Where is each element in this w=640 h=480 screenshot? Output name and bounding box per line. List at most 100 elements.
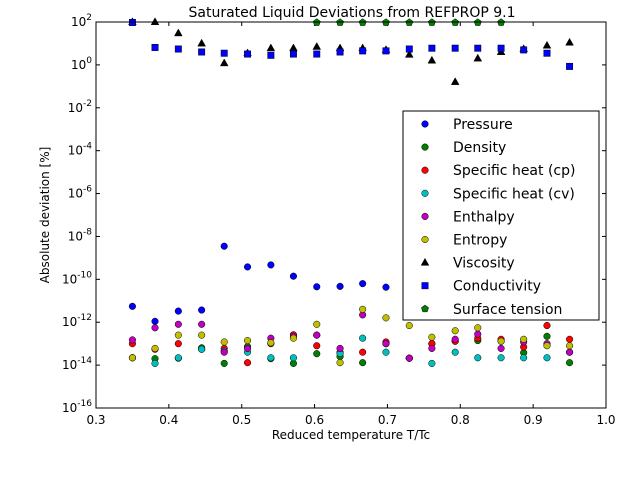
point-viscosity xyxy=(450,77,460,85)
point-viscosity xyxy=(473,53,483,62)
point-entropy xyxy=(474,324,482,332)
point-enthalpy xyxy=(451,335,459,343)
point-conductivity xyxy=(451,44,459,52)
y-tick-base: 10 xyxy=(71,58,86,72)
point-specific-heat-cv xyxy=(359,334,367,342)
point-pressure xyxy=(289,272,297,280)
point-conductivity xyxy=(405,45,413,53)
legend-label: Viscosity xyxy=(453,256,515,272)
chart-title: Saturated Liquid Deviations from REFPROP… xyxy=(189,5,516,21)
point-specific-heat-cp xyxy=(566,335,574,343)
point-conductivity xyxy=(382,47,390,55)
point-entropy xyxy=(151,344,159,352)
point-density xyxy=(220,359,228,367)
legend-marker xyxy=(421,143,429,151)
point-viscosity xyxy=(266,43,276,52)
series-pressure xyxy=(128,242,390,325)
legend-label: Entropy xyxy=(453,233,507,249)
point-enthalpy xyxy=(336,344,344,352)
legend-marker xyxy=(421,212,429,220)
point-pressure xyxy=(243,263,252,271)
point-specific-heat-cv xyxy=(289,354,297,362)
point-specific-heat-cv xyxy=(198,345,206,353)
point-density xyxy=(543,332,551,340)
point-entropy xyxy=(243,336,252,345)
point-density xyxy=(359,359,367,367)
point-specific-heat-cv xyxy=(428,359,436,367)
y-tick-exponent: -16 xyxy=(77,399,92,409)
y-axis-ticks: 10-1610-1410-1210-1010-810-610-410-21001… xyxy=(62,13,606,415)
y-tick-exponent: -12 xyxy=(77,313,92,323)
point-viscosity xyxy=(404,49,414,58)
y-tick-label: 10-12 xyxy=(62,313,92,329)
point-enthalpy xyxy=(243,344,252,352)
point-specific-heat-cv xyxy=(474,354,482,362)
legend-box xyxy=(402,110,600,321)
point-conductivity xyxy=(198,48,206,56)
point-entropy xyxy=(359,305,367,313)
point-enthalpy xyxy=(405,354,413,362)
y-tick-label: 102 xyxy=(71,13,92,29)
point-entropy xyxy=(451,327,459,335)
x-axis-label: Reduced temperature T/Tc xyxy=(272,428,430,442)
x-tick-label: 0.3 xyxy=(86,413,105,427)
y-tick-label: 10-8 xyxy=(68,227,93,243)
y-tick-base: 10 xyxy=(68,144,83,158)
point-entropy xyxy=(566,342,574,350)
point-density xyxy=(566,359,574,367)
point-entropy xyxy=(128,354,136,362)
y-tick-base: 10 xyxy=(71,15,86,29)
x-tick-label: 0.7 xyxy=(378,413,397,427)
data-markers xyxy=(128,17,574,367)
point-conductivity xyxy=(543,49,551,57)
y-tick-label: 10-2 xyxy=(68,99,92,115)
point-pressure xyxy=(336,282,344,290)
point-entropy xyxy=(405,321,413,330)
point-entropy xyxy=(313,320,321,328)
point-specific-heat-cv xyxy=(520,354,528,362)
x-tick-label: 1.0 xyxy=(596,413,615,427)
series-conductivity xyxy=(128,19,574,70)
y-tick-exponent: -4 xyxy=(83,142,92,152)
point-density xyxy=(313,350,321,358)
point-entropy xyxy=(428,333,436,341)
point-specific-heat-cv xyxy=(451,348,459,356)
x-tick-label: 0.6 xyxy=(305,413,324,427)
point-specific-heat-cv xyxy=(497,354,505,362)
legend-marker xyxy=(420,257,430,266)
y-tick-exponent: -6 xyxy=(83,185,92,195)
y-tick-exponent: 2 xyxy=(86,13,92,23)
point-specific-heat-cp xyxy=(313,342,321,350)
legend-marker xyxy=(421,120,429,128)
point-pressure xyxy=(382,283,390,291)
point-conductivity xyxy=(244,50,251,58)
point-entropy xyxy=(174,331,182,339)
point-conductivity xyxy=(497,44,505,52)
y-axis-label: Absolute deviation [%] xyxy=(38,147,52,284)
point-specific-heat-cv xyxy=(267,354,275,362)
point-specific-heat-cv xyxy=(151,359,159,367)
point-pressure xyxy=(359,280,367,288)
x-axis-ticks: 0.3 0.4 0.5 0.6 0.7 0.8 0.9 1.0 xyxy=(86,22,616,427)
point-pressure xyxy=(128,302,136,310)
point-conductivity xyxy=(267,51,275,59)
y-tick-label: 10-10 xyxy=(62,270,92,286)
point-entropy xyxy=(267,339,275,347)
point-specific-heat-cp xyxy=(543,321,551,330)
y-tick-exponent: -14 xyxy=(77,356,92,366)
point-viscosity xyxy=(427,55,437,64)
legend-label: Enthalpy xyxy=(453,209,515,225)
y-tick-exponent: -8 xyxy=(83,227,92,237)
point-enthalpy xyxy=(174,320,182,328)
point-conductivity xyxy=(313,50,321,58)
point-pressure xyxy=(313,283,321,291)
point-specific-heat-cp xyxy=(174,340,182,348)
point-specific-heat-cp xyxy=(359,348,367,356)
legend-label: Surface tension xyxy=(453,302,562,318)
point-entropy xyxy=(336,359,344,367)
y-tick-base: 10 xyxy=(68,229,83,243)
plot-frame xyxy=(95,21,607,409)
point-viscosity xyxy=(174,28,183,37)
legend-marker xyxy=(421,166,429,174)
